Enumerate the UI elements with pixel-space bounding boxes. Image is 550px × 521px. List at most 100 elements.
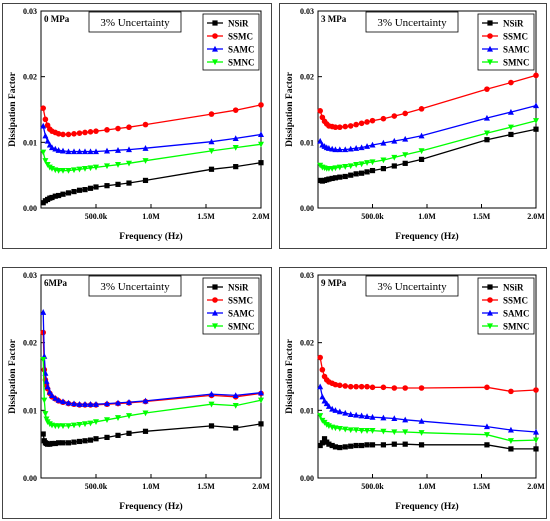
data-point-nsir <box>533 446 539 452</box>
data-point-nsir <box>115 432 121 438</box>
y-tick-label: 0.01 <box>300 406 314 415</box>
data-point-ssmc <box>353 121 359 128</box>
series-line-ssmc <box>42 332 262 406</box>
data-point-ssmc <box>76 130 83 136</box>
legend-label-nsir: NSiR <box>228 283 249 293</box>
legend-label-smnc: SMNC <box>228 58 255 68</box>
data-point-nsir <box>65 440 72 446</box>
series-samc <box>317 102 539 153</box>
data-point-samc <box>142 397 149 404</box>
data-point-ssmc <box>93 128 99 134</box>
data-point-samc <box>76 401 83 407</box>
legend-marker-samc <box>487 309 493 316</box>
data-point-smnc <box>418 430 425 436</box>
data-point-samc <box>402 416 409 423</box>
uncertainty-label: 3% Uncertainty <box>100 281 170 293</box>
data-point-samc <box>93 401 99 407</box>
data-point-ssmc <box>533 72 539 79</box>
x-tick-label: 2.0M <box>527 482 545 491</box>
data-point-samc <box>60 147 66 154</box>
y-tick-label: 0.00 <box>23 474 37 483</box>
data-point-samc <box>104 147 110 154</box>
data-point-nsir <box>60 440 66 446</box>
data-point-nsir <box>364 442 370 448</box>
series-line-ssmc <box>319 74 537 128</box>
data-point-smnc <box>93 164 99 171</box>
data-point-samc <box>232 392 239 399</box>
uncertainty-label: 3% Uncertainty <box>100 17 170 29</box>
data-point-smnc <box>533 118 539 124</box>
data-point-smnc <box>40 356 47 363</box>
data-point-samc <box>43 378 50 384</box>
data-point-nsir <box>332 444 339 450</box>
series-smnc <box>40 141 264 174</box>
data-point-nsir <box>76 187 83 193</box>
data-point-samc <box>115 147 121 153</box>
data-point-samc <box>42 132 49 139</box>
data-point-ssmc <box>508 388 514 395</box>
data-point-smnc <box>40 149 47 156</box>
data-point-nsir <box>93 184 99 190</box>
data-point-smnc <box>347 163 354 170</box>
data-point-smnc <box>507 124 514 131</box>
legend-marker-smnc <box>487 323 493 330</box>
data-point-smnc <box>332 165 339 172</box>
data-point-smnc <box>87 420 94 427</box>
data-point-samc <box>533 428 539 435</box>
data-point-samc <box>55 147 62 153</box>
data-point-samc <box>329 405 336 412</box>
data-point-samc <box>93 148 99 155</box>
legend-marker-ssmc <box>212 297 218 303</box>
x-tick-label: 1.5M <box>473 482 491 491</box>
data-point-ssmc <box>317 354 323 361</box>
x-tick-label: 500.0k <box>85 482 108 491</box>
x-axis-label: Frequency (Hz) <box>395 231 458 242</box>
data-point-smnc <box>87 165 94 172</box>
series-line-ssmc <box>42 104 262 136</box>
data-point-nsir <box>337 174 343 180</box>
data-point-samc <box>319 393 326 400</box>
x-tick-label: 1.5M <box>197 482 215 491</box>
legend-label-samc: SAMC <box>503 309 530 319</box>
data-point-samc <box>87 401 94 407</box>
data-point-samc <box>126 399 132 405</box>
data-point-nsir <box>484 137 490 143</box>
series-nsir <box>317 436 539 452</box>
data-point-smnc <box>364 160 371 166</box>
data-point-smnc <box>391 429 398 436</box>
data-point-samc <box>258 389 264 396</box>
legend-label-smnc: SMNC <box>228 322 255 332</box>
data-point-smnc <box>347 427 354 434</box>
data-point-smnc <box>342 426 349 433</box>
uncertainty-box <box>88 275 182 297</box>
legend-label-ssmc: SSMC <box>503 32 528 42</box>
data-point-samc <box>104 400 110 407</box>
legend-marker-smnc <box>212 59 218 66</box>
data-point-smnc <box>55 423 62 430</box>
data-point-samc <box>44 137 51 144</box>
data-point-smnc <box>258 397 264 404</box>
data-point-smnc <box>126 160 132 167</box>
series-smnc <box>40 356 264 430</box>
data-point-smnc <box>65 423 72 430</box>
data-point-ssmc <box>380 384 387 391</box>
data-point-nsir <box>402 441 408 447</box>
data-point-smnc <box>336 164 343 171</box>
data-point-nsir <box>40 431 46 437</box>
data-point-smnc <box>41 397 48 404</box>
legend-marker-samc <box>212 45 218 52</box>
data-point-ssmc <box>358 120 365 127</box>
data-point-samc <box>44 383 51 390</box>
y-tick-label: 0.02 <box>300 339 314 348</box>
data-point-samc <box>55 396 62 403</box>
uncertainty-box <box>88 11 182 33</box>
chart-panel-3mpa: 0.00 0.01 0.02 0.03 500.0k 1.0M 1.5M 2.0M Freque… <box>279 3 547 249</box>
data-point-nsir <box>380 166 386 172</box>
chart-panel-0mpa: 0.00 0.01 0.02 0.03 500.0k 1.0M 1.5M 2.0M Freque… <box>2 3 272 249</box>
data-point-samc <box>208 138 215 145</box>
data-point-smnc <box>76 421 83 428</box>
data-point-ssmc <box>364 383 370 390</box>
data-point-nsir <box>87 437 94 443</box>
x-tick-label: 1.5M <box>197 212 215 221</box>
data-point-smnc <box>507 438 514 444</box>
